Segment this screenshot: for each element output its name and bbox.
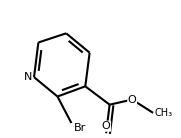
Text: CH₃: CH₃ <box>155 108 173 118</box>
Text: O: O <box>128 95 137 105</box>
Text: O: O <box>102 121 111 131</box>
Text: Br: Br <box>74 123 86 133</box>
Text: N: N <box>24 72 32 82</box>
